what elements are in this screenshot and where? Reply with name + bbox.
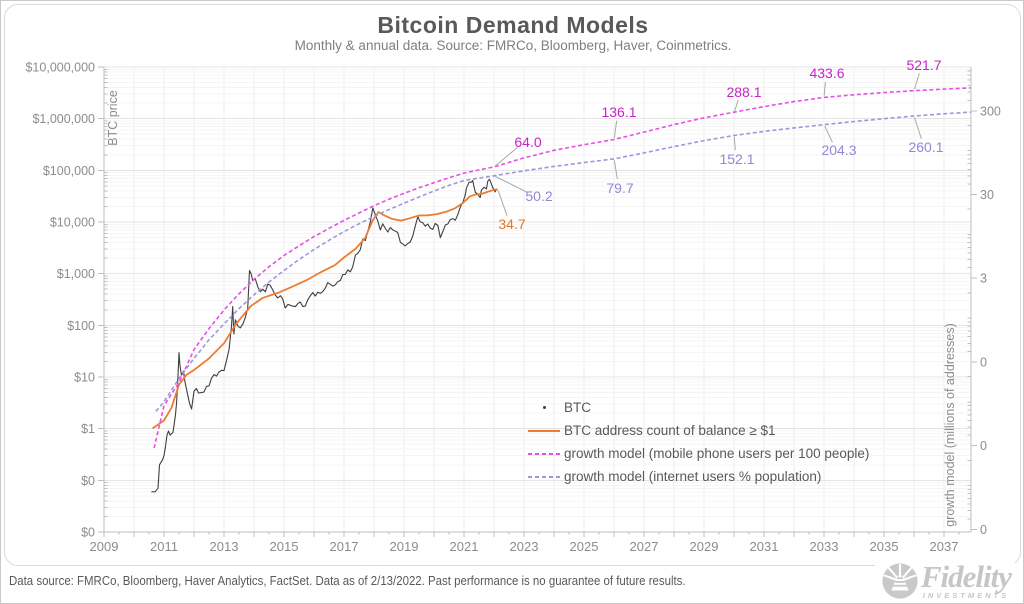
annotation-value-label: 288.1 <box>726 84 761 100</box>
series-btc-address-count-of-balance-1 <box>152 188 498 430</box>
annotation-leader-line <box>494 146 518 167</box>
x-axis-tick-label: 2025 <box>570 539 599 554</box>
left-axis-tick-label: $10,000 <box>50 216 95 230</box>
chart-title: Bitcoin Demand Models <box>377 12 649 38</box>
btc-dot-marker <box>528 401 560 415</box>
orange-line-marker <box>528 424 560 438</box>
purple-dashed-marker <box>528 470 560 484</box>
right-axis-tick-label: 300 <box>980 104 1001 118</box>
legend-label: BTC address count of balance ≥ $1 <box>564 423 776 438</box>
legend-item-internet-model: growth model (internet users % populatio… <box>528 465 869 488</box>
left-axis-tick-label: $1,000 <box>57 267 95 281</box>
x-axis-tick-label: 2035 <box>870 539 899 554</box>
legend: BTC BTC address count of balance ≥ $1 gr… <box>528 396 869 488</box>
left-axis-tick-label: $100 <box>67 319 95 333</box>
left-axis-tick-label: $10 <box>74 371 95 385</box>
annotation-value-label: 136.1 <box>601 104 636 120</box>
footer-disclaimer: Data source: FMRCo, Bloomberg, Haver Ana… <box>9 573 686 588</box>
tick-marks <box>98 66 977 537</box>
series-growth-model-internet-users-population <box>155 111 972 412</box>
left-axis-tick-label: $0 <box>81 474 95 488</box>
legend-label: BTC <box>564 400 591 415</box>
annotation-leader-line <box>914 117 922 139</box>
left-axis-tick-label: $100,000 <box>43 164 95 178</box>
left-axis-title: BTC price <box>106 90 120 146</box>
legend-item-mobile-model: growth model (mobile phone users per 100… <box>528 442 869 465</box>
x-axis-tick-label: 2027 <box>630 539 659 554</box>
chart-subtitle: Monthly & annual data. Source: FMRCo, Bl… <box>294 38 732 53</box>
annotation-value-label: 433.6 <box>809 65 844 81</box>
annotation-leader-line <box>733 136 736 151</box>
legend-item-address-count: BTC address count of balance ≥ $1 <box>528 419 869 442</box>
annotation-leader-line <box>495 175 528 193</box>
legend-label: growth model (internet users % populatio… <box>564 469 822 484</box>
x-axis-tick-label: 2037 <box>930 539 959 554</box>
annotation-leader-line <box>734 99 739 112</box>
annotation-leader-line <box>497 190 508 216</box>
right-axis-tick-label: 0 <box>980 355 987 369</box>
left-axis-tick-label: $10,000,000 <box>25 61 95 75</box>
annotation-value-label: 152.1 <box>719 151 754 167</box>
fidelity-logo: Fidelity INVESTMENTS <box>874 559 1015 600</box>
x-axis-tick-label: 2019 <box>390 539 419 554</box>
axes <box>103 67 972 533</box>
magenta-dashed-marker <box>528 447 560 461</box>
annotation-value-label: 79.7 <box>606 180 633 196</box>
x-axis-tick-label: 2011 <box>150 539 178 554</box>
fidelity-investments-label: INVESTMENTS <box>922 591 1010 600</box>
annotation-value-label: 64.0 <box>514 134 541 150</box>
x-axis-tick-label: 2029 <box>690 539 719 554</box>
right-axis-title: growth model (millions of addresses) <box>943 323 957 527</box>
left-axis-tick-label: $0 <box>81 526 95 540</box>
x-axis-tick-label: 2013 <box>210 539 239 554</box>
annotation-leader-line <box>613 160 618 180</box>
annotation-leader-line <box>613 120 618 139</box>
annotation-value-label: 204.3 <box>821 142 856 158</box>
legend-item-btc: BTC <box>528 396 869 419</box>
right-axis-tick-label: 0 <box>980 523 987 537</box>
x-axis-tick-label: 2033 <box>810 539 839 554</box>
fidelity-wordmark: Fidelity <box>920 559 1012 594</box>
fidelity-pyramid-icon <box>882 563 918 599</box>
right-axis-tick-label: 0 <box>980 439 987 453</box>
annotation-leader-line <box>823 81 826 96</box>
right-axis-tick-label: 30 <box>980 188 994 202</box>
annotation-value-label: 50.2 <box>525 188 552 204</box>
x-axis-tick-label: 2009 <box>90 539 119 554</box>
tick-labels: $10,000,000 $1,000,000 $100,000 $10,000 $1,0… <box>25 61 1000 555</box>
series <box>151 87 972 493</box>
right-axis-tick-label: 3 <box>980 272 987 286</box>
data-labels: 64.0 136.1 288.1 433.6 521.7 50.2 79.7 152.1 204… <box>494 57 944 232</box>
series-growth-model-mobile-phone-users-per-100-people <box>153 87 972 449</box>
chart-plot-area: $10,000,000 $1,000,000 $100,000 $10,000 $1,0… <box>25 57 1000 555</box>
left-axis-tick-label: $1,000,000 <box>32 112 95 126</box>
x-axis-tick-label: 2031 <box>750 539 779 554</box>
x-axis-tick-label: 2023 <box>510 539 539 554</box>
annotation-value-label: 521.7 <box>906 57 941 73</box>
annotation-leader-line <box>914 73 920 90</box>
series-btc <box>151 178 498 493</box>
annotation-value-label: 260.1 <box>908 139 943 155</box>
x-axis-tick-label: 2015 <box>270 539 299 554</box>
left-axis-tick-label: $1 <box>81 422 95 436</box>
x-axis-tick-label: 2021 <box>450 539 479 554</box>
annotation-leader-line <box>824 125 833 143</box>
legend-label: growth model (mobile phone users per 100… <box>564 446 870 461</box>
x-axis-tick-label: 2017 <box>330 539 359 554</box>
annotation-value-label: 34.7 <box>498 216 525 232</box>
